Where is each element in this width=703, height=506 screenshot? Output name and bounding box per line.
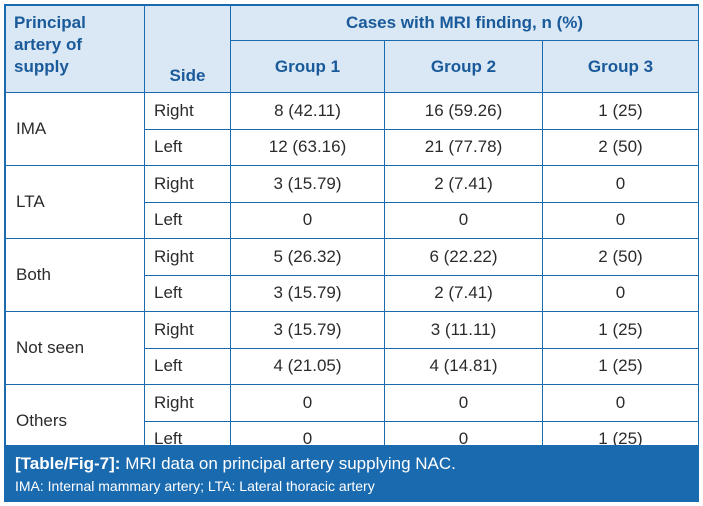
side-cell: Right xyxy=(144,311,231,349)
table-row: Left 12 (63.16) 21 (77.78) 2 (50) xyxy=(6,128,698,166)
header-cases: Cases with MRI finding, n (%) xyxy=(229,5,698,42)
group1-cell: 8 (42.11) xyxy=(230,92,385,130)
table-figure: Principal artery of supply Side Cases wi… xyxy=(4,4,699,502)
table-row: Not seen Right 3 (15.79) 3 (11.11) 1 (25… xyxy=(5,311,698,385)
group3-cell: 0 xyxy=(541,384,698,422)
table-body: IMA Right 8 (42.11) 16 (59.26) 1 (25) Le… xyxy=(5,92,698,458)
group3-cell: 2 (50) xyxy=(541,238,698,276)
group2-cell: 21 (77.78) xyxy=(384,128,543,166)
caption-note: IMA: Internal mammary artery; LTA: Later… xyxy=(15,478,375,494)
side-cell: Right xyxy=(144,384,231,422)
group3-cell: 1 (25) xyxy=(541,347,698,385)
side-cell: Left xyxy=(144,201,231,239)
mri-data-table: Principal artery of supply Side Cases wi… xyxy=(5,5,698,458)
header-group-1: Group 1 xyxy=(230,40,385,93)
caption-title-line: [Table/Fig-7]: MRI data on principal art… xyxy=(15,453,688,475)
caption-label: [Table/Fig-7]: xyxy=(15,454,121,473)
group1-cell: 3 (15.79) xyxy=(230,311,385,349)
group2-cell: 3 (11.11) xyxy=(384,311,543,349)
group1-cell: 3 (15.79) xyxy=(230,165,385,203)
table-header: Principal artery of supply Side Cases wi… xyxy=(5,5,698,93)
group2-cell: 0 xyxy=(384,201,543,239)
artery-cell: Not seen xyxy=(5,311,145,385)
artery-cell: LTA xyxy=(5,165,145,239)
group3-cell: 2 (50) xyxy=(541,128,698,166)
group2-cell: 2 (7.41) xyxy=(384,165,543,203)
side-cell: Left xyxy=(144,128,231,166)
group2-cell: 2 (7.41) xyxy=(384,274,543,312)
group3-cell: 0 xyxy=(541,274,698,312)
group2-cell: 0 xyxy=(384,384,543,422)
group3-cell: 1 (25) xyxy=(541,311,698,349)
header-group-3: Group 3 xyxy=(541,40,698,93)
group2-cell: 16 (59.26) xyxy=(384,92,543,130)
table-caption: [Table/Fig-7]: MRI data on principal art… xyxy=(5,445,698,501)
group1-cell: 4 (21.05) xyxy=(230,347,385,385)
group1-cell: 0 xyxy=(230,201,385,239)
group3-cell: 1 (25) xyxy=(541,92,698,130)
table-row: Left 4 (21.05) 4 (14.81) 1 (25) xyxy=(6,347,698,385)
group1-cell: 5 (26.32) xyxy=(230,238,385,276)
table-row: Left 3 (15.79) 2 (7.41) 0 xyxy=(6,274,698,312)
side-cell: Left xyxy=(144,347,231,385)
header-artery: Principal artery of supply xyxy=(5,5,145,93)
group1-cell: 12 (63.16) xyxy=(230,128,385,166)
table-row: Both Right 5 (26.32) 6 (22.22) 2 (50) xyxy=(5,238,698,312)
table-row: Left 0 0 0 xyxy=(6,201,698,239)
table-row: LTA Right 3 (15.79) 2 (7.41) 0 xyxy=(5,165,698,239)
group3-cell: 0 xyxy=(541,165,698,203)
caption-title: MRI data on principal artery supplying N… xyxy=(125,454,456,473)
table-row: IMA Right 8 (42.11) 16 (59.26) 1 (25) xyxy=(5,92,698,166)
side-cell: Right xyxy=(144,165,231,203)
group2-cell: 4 (14.81) xyxy=(384,347,543,385)
group3-cell: 0 xyxy=(541,201,698,239)
group1-cell: 0 xyxy=(230,384,385,422)
artery-cell: Both xyxy=(5,238,145,312)
header-group-2: Group 2 xyxy=(384,40,543,93)
group2-cell: 6 (22.22) xyxy=(384,238,543,276)
artery-cell: IMA xyxy=(5,92,145,166)
table-row: Others Right 0 0 0 xyxy=(5,384,698,458)
side-cell: Right xyxy=(144,92,231,130)
side-cell: Left xyxy=(144,274,231,312)
header-side: Side xyxy=(144,5,231,93)
group1-cell: 3 (15.79) xyxy=(230,274,385,312)
side-cell: Right xyxy=(144,238,231,276)
